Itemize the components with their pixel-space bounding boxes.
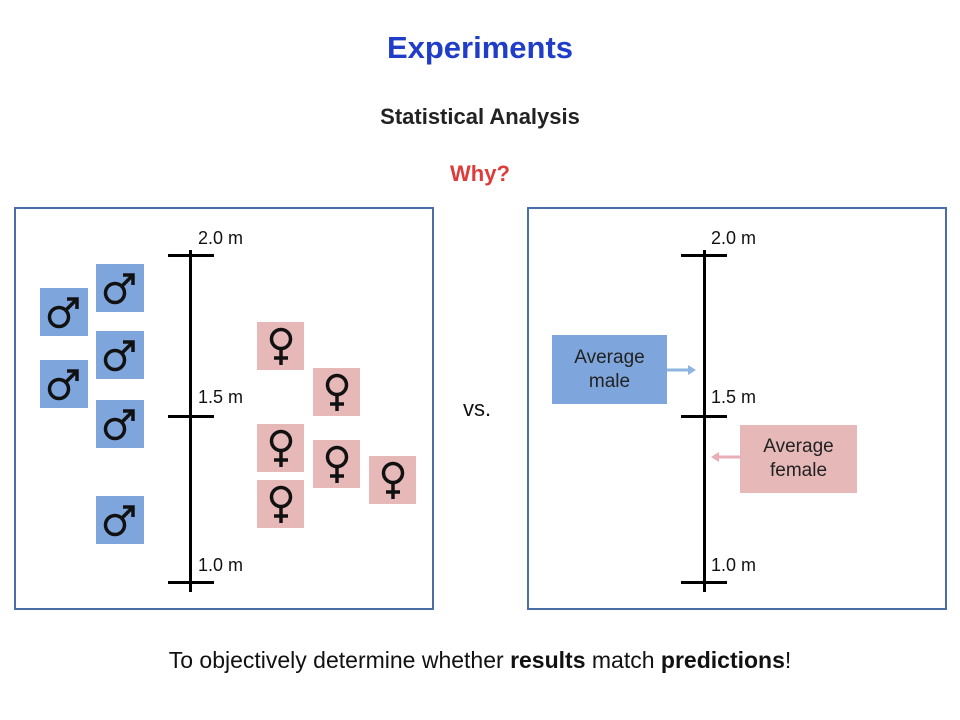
right-scale-tick-top <box>681 254 727 257</box>
female-symbol-icon <box>369 456 416 504</box>
right-scale-axis <box>703 250 706 592</box>
male-symbol-icon <box>96 264 144 312</box>
male-symbol-icon <box>96 400 144 448</box>
right-scale-label-top: 2.0 m <box>711 228 757 248</box>
conclusion-part1: To objectively determine whether <box>168 647 511 673</box>
male-symbol-icon <box>96 331 144 379</box>
page-title: Experiments <box>386 30 574 65</box>
female-symbol-icon <box>313 368 360 416</box>
left-scale-label-bottom: 1.0 m <box>198 555 244 575</box>
male-symbol-icon <box>40 288 88 336</box>
right-scale-tick-mid <box>681 415 727 418</box>
arrow-icon <box>711 452 741 462</box>
male-symbol-icon <box>96 496 144 544</box>
right-scale-label-mid: 1.5 m <box>711 387 757 407</box>
conclusion-results: results <box>510 647 586 673</box>
conclusion-predictions: predictions <box>660 647 785 673</box>
left-scale-tick-top <box>168 254 214 257</box>
right-scale-label-bottom: 1.0 m <box>711 555 757 575</box>
female-symbol-icon <box>313 440 360 488</box>
female-symbol-icon <box>257 322 304 370</box>
average-female-box: Average female <box>740 425 857 493</box>
male-symbol-icon <box>40 360 88 408</box>
conclusion-part3: ! <box>784 647 792 673</box>
left-scale-axis <box>189 250 192 592</box>
left-scale-label-mid: 1.5 m <box>198 387 244 407</box>
left-panel <box>14 207 434 610</box>
vs-label: vs. <box>463 396 492 421</box>
page-subtitle: Statistical Analysis <box>380 104 580 129</box>
female-symbol-icon <box>257 480 304 528</box>
question-text: Why? <box>450 161 510 186</box>
arrow-icon <box>667 365 696 375</box>
left-scale-tick-mid <box>168 415 214 418</box>
conclusion-text: To objectively determine whether results… <box>0 647 960 674</box>
left-scale-tick-bottom <box>168 581 214 584</box>
left-scale-label-top: 2.0 m <box>198 228 244 248</box>
conclusion-part2: match <box>585 647 661 673</box>
average-male-box: Average male <box>552 335 667 404</box>
right-scale-tick-bottom <box>681 581 727 584</box>
female-symbol-icon <box>257 424 304 472</box>
right-panel <box>527 207 947 610</box>
